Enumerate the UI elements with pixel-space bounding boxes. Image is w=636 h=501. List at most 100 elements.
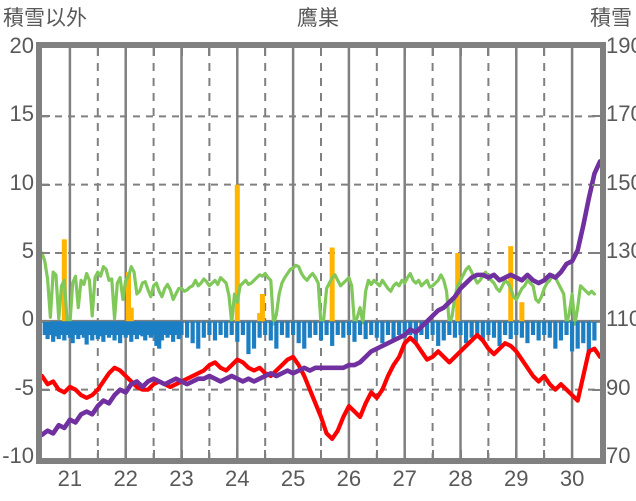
blue-bar [313, 321, 318, 335]
blue-bar [514, 321, 519, 335]
axis-tick-bottom [320, 450, 322, 458]
axis-tick-bottom [487, 450, 490, 458]
y-axis-right-tick-label: 190 [606, 33, 636, 58]
axis-tick-right [592, 252, 600, 254]
axis-tick-bottom [292, 450, 295, 458]
axis-tick-top [571, 48, 574, 56]
blue-bar [109, 321, 114, 335]
purple-series-line [42, 159, 600, 438]
axis-tick-top [403, 48, 406, 56]
blue-bar [536, 321, 541, 341]
y-axis-left-tick-label: 15 [9, 101, 34, 127]
blue-bar [218, 321, 223, 335]
axis-tick-bottom [403, 450, 406, 458]
blue-bar [67, 321, 72, 338]
blue-bar [480, 321, 485, 341]
blue-bar [134, 321, 139, 340]
blue-bar [352, 321, 357, 342]
blue-bar [151, 321, 156, 335]
blue-bar [229, 321, 234, 335]
blue-bar [586, 321, 591, 355]
blue-bar [424, 321, 430, 340]
blue-bar [165, 321, 170, 338]
blue-bar [148, 321, 153, 338]
blue-bar [385, 321, 391, 335]
blue-bar [296, 321, 301, 344]
blue-bar [157, 321, 162, 349]
blue-bar [184, 321, 190, 338]
y-axis-left-tick-label: 10 [9, 169, 34, 195]
axis-tick-bottom [152, 450, 155, 458]
orange-bar [128, 307, 134, 322]
axis-tick-bottom [180, 450, 183, 458]
x-axis-tick-label: 22 [113, 466, 138, 491]
axis-tick-top [347, 48, 350, 56]
axis-tick-top [487, 48, 490, 56]
blue-bar [201, 321, 206, 338]
axis-tick-bottom [208, 450, 211, 458]
x-axis-tick-label: 24 [225, 466, 250, 491]
blue-bar [391, 321, 396, 341]
y-axis-left-tick-label: -10 [2, 443, 34, 468]
blue-bar [95, 321, 100, 340]
axis-tick-top [68, 48, 71, 56]
blue-bar [374, 321, 379, 338]
blue-bar [115, 321, 120, 335]
chart-canvas [42, 48, 600, 458]
blue-bar [363, 321, 368, 340]
blue-bar [491, 321, 497, 338]
orange-bar [257, 313, 263, 322]
blue-bar [56, 321, 61, 340]
blue-bar [503, 321, 508, 335]
blue-bar [70, 321, 75, 344]
red-series-line [42, 332, 600, 441]
blue-bar [475, 321, 480, 335]
blue-bar [530, 321, 536, 335]
blue-bar [357, 321, 363, 335]
axis-tick-right [592, 115, 600, 118]
axis-tick-top [375, 48, 378, 56]
blue-bar [42, 321, 47, 335]
blue-bar [53, 321, 59, 337]
x-axis-tick-label: 26 [336, 466, 362, 491]
blue-bar [81, 321, 86, 338]
y-axis-left-tick-label: 5 [21, 238, 34, 263]
chart-title: 鷹巣 [297, 7, 339, 30]
blue-bar [240, 321, 245, 335]
blue-bar [525, 321, 530, 344]
axis-tick-top [208, 48, 211, 56]
blue-bar [145, 321, 151, 335]
axis-tick-bottom [375, 450, 378, 458]
x-axis-tick-label: 28 [448, 466, 473, 491]
y-axis-right-tick-label: 130 [606, 238, 636, 263]
blue-bar [558, 321, 564, 341]
blue-bar [447, 321, 452, 335]
blue-bar [346, 321, 351, 335]
x-axis-tick-label: 30 [559, 466, 585, 491]
axis-tick-right [592, 183, 600, 186]
blue-bar [458, 321, 463, 335]
blue-bar [154, 321, 159, 346]
blue-bar [564, 321, 569, 335]
orange-bar [259, 294, 265, 322]
blue-bar [207, 321, 212, 335]
axis-tick-left [42, 388, 50, 391]
plot-area [42, 48, 600, 458]
blue-bar [251, 321, 257, 349]
blue-bar [553, 321, 558, 349]
y-axis-left-tick-label: 0 [21, 306, 34, 332]
blue-bar [171, 321, 176, 342]
x-axis-tick-label: 21 [57, 466, 83, 491]
orange-bar [508, 246, 514, 322]
blue-bar [126, 321, 131, 335]
y-axis-right-tick-label: 110 [606, 306, 636, 332]
axis-tick-top [431, 48, 434, 56]
blue-bar [179, 321, 184, 335]
x-axis-tick-label: 29 [504, 466, 529, 491]
blue-bar [497, 321, 502, 346]
blue-bar [324, 321, 329, 335]
blue-bar [65, 321, 70, 335]
blue-bar [62, 321, 67, 341]
left-axis-unit-label: 積雪以外 [3, 7, 87, 30]
blue-bar [129, 321, 134, 342]
